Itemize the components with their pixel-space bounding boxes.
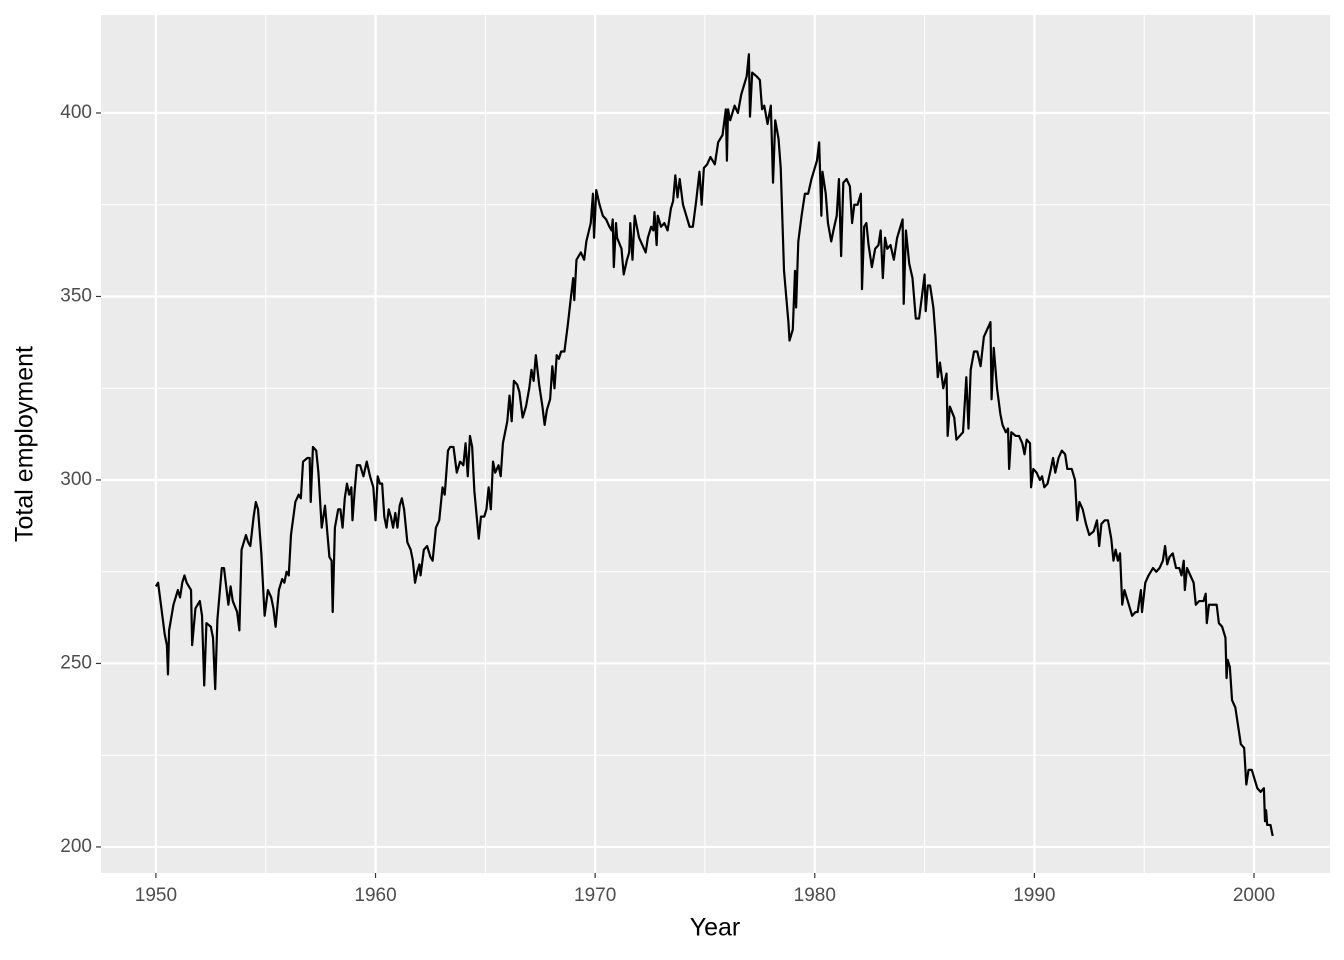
- y-tick-label: 250: [60, 652, 92, 673]
- axes: 1950 1960 1970 1980 1990 2000 200 250 300 350 400: [60, 102, 1275, 906]
- x-tick-label: 1950: [135, 885, 177, 906]
- y-tick-label: 200: [60, 836, 92, 857]
- x-tick-label: 1980: [794, 885, 836, 906]
- x-tick-label: 2000: [1233, 885, 1275, 906]
- y-tick-label: 350: [60, 285, 92, 306]
- y-axis-title: Total employment: [11, 346, 39, 542]
- x-tick-label: 1970: [574, 885, 616, 906]
- y-tick-label: 400: [60, 102, 92, 123]
- marks: [154, 53, 1274, 837]
- grid: [101, 15, 1330, 873]
- y-tick-label: 300: [60, 469, 92, 490]
- x-tick-label: 1990: [1013, 885, 1055, 906]
- x-axis-title: Year: [690, 914, 741, 942]
- x-tick-label: 1960: [354, 885, 396, 906]
- data-line: [154, 53, 1274, 837]
- plot-panel: [101, 15, 1330, 873]
